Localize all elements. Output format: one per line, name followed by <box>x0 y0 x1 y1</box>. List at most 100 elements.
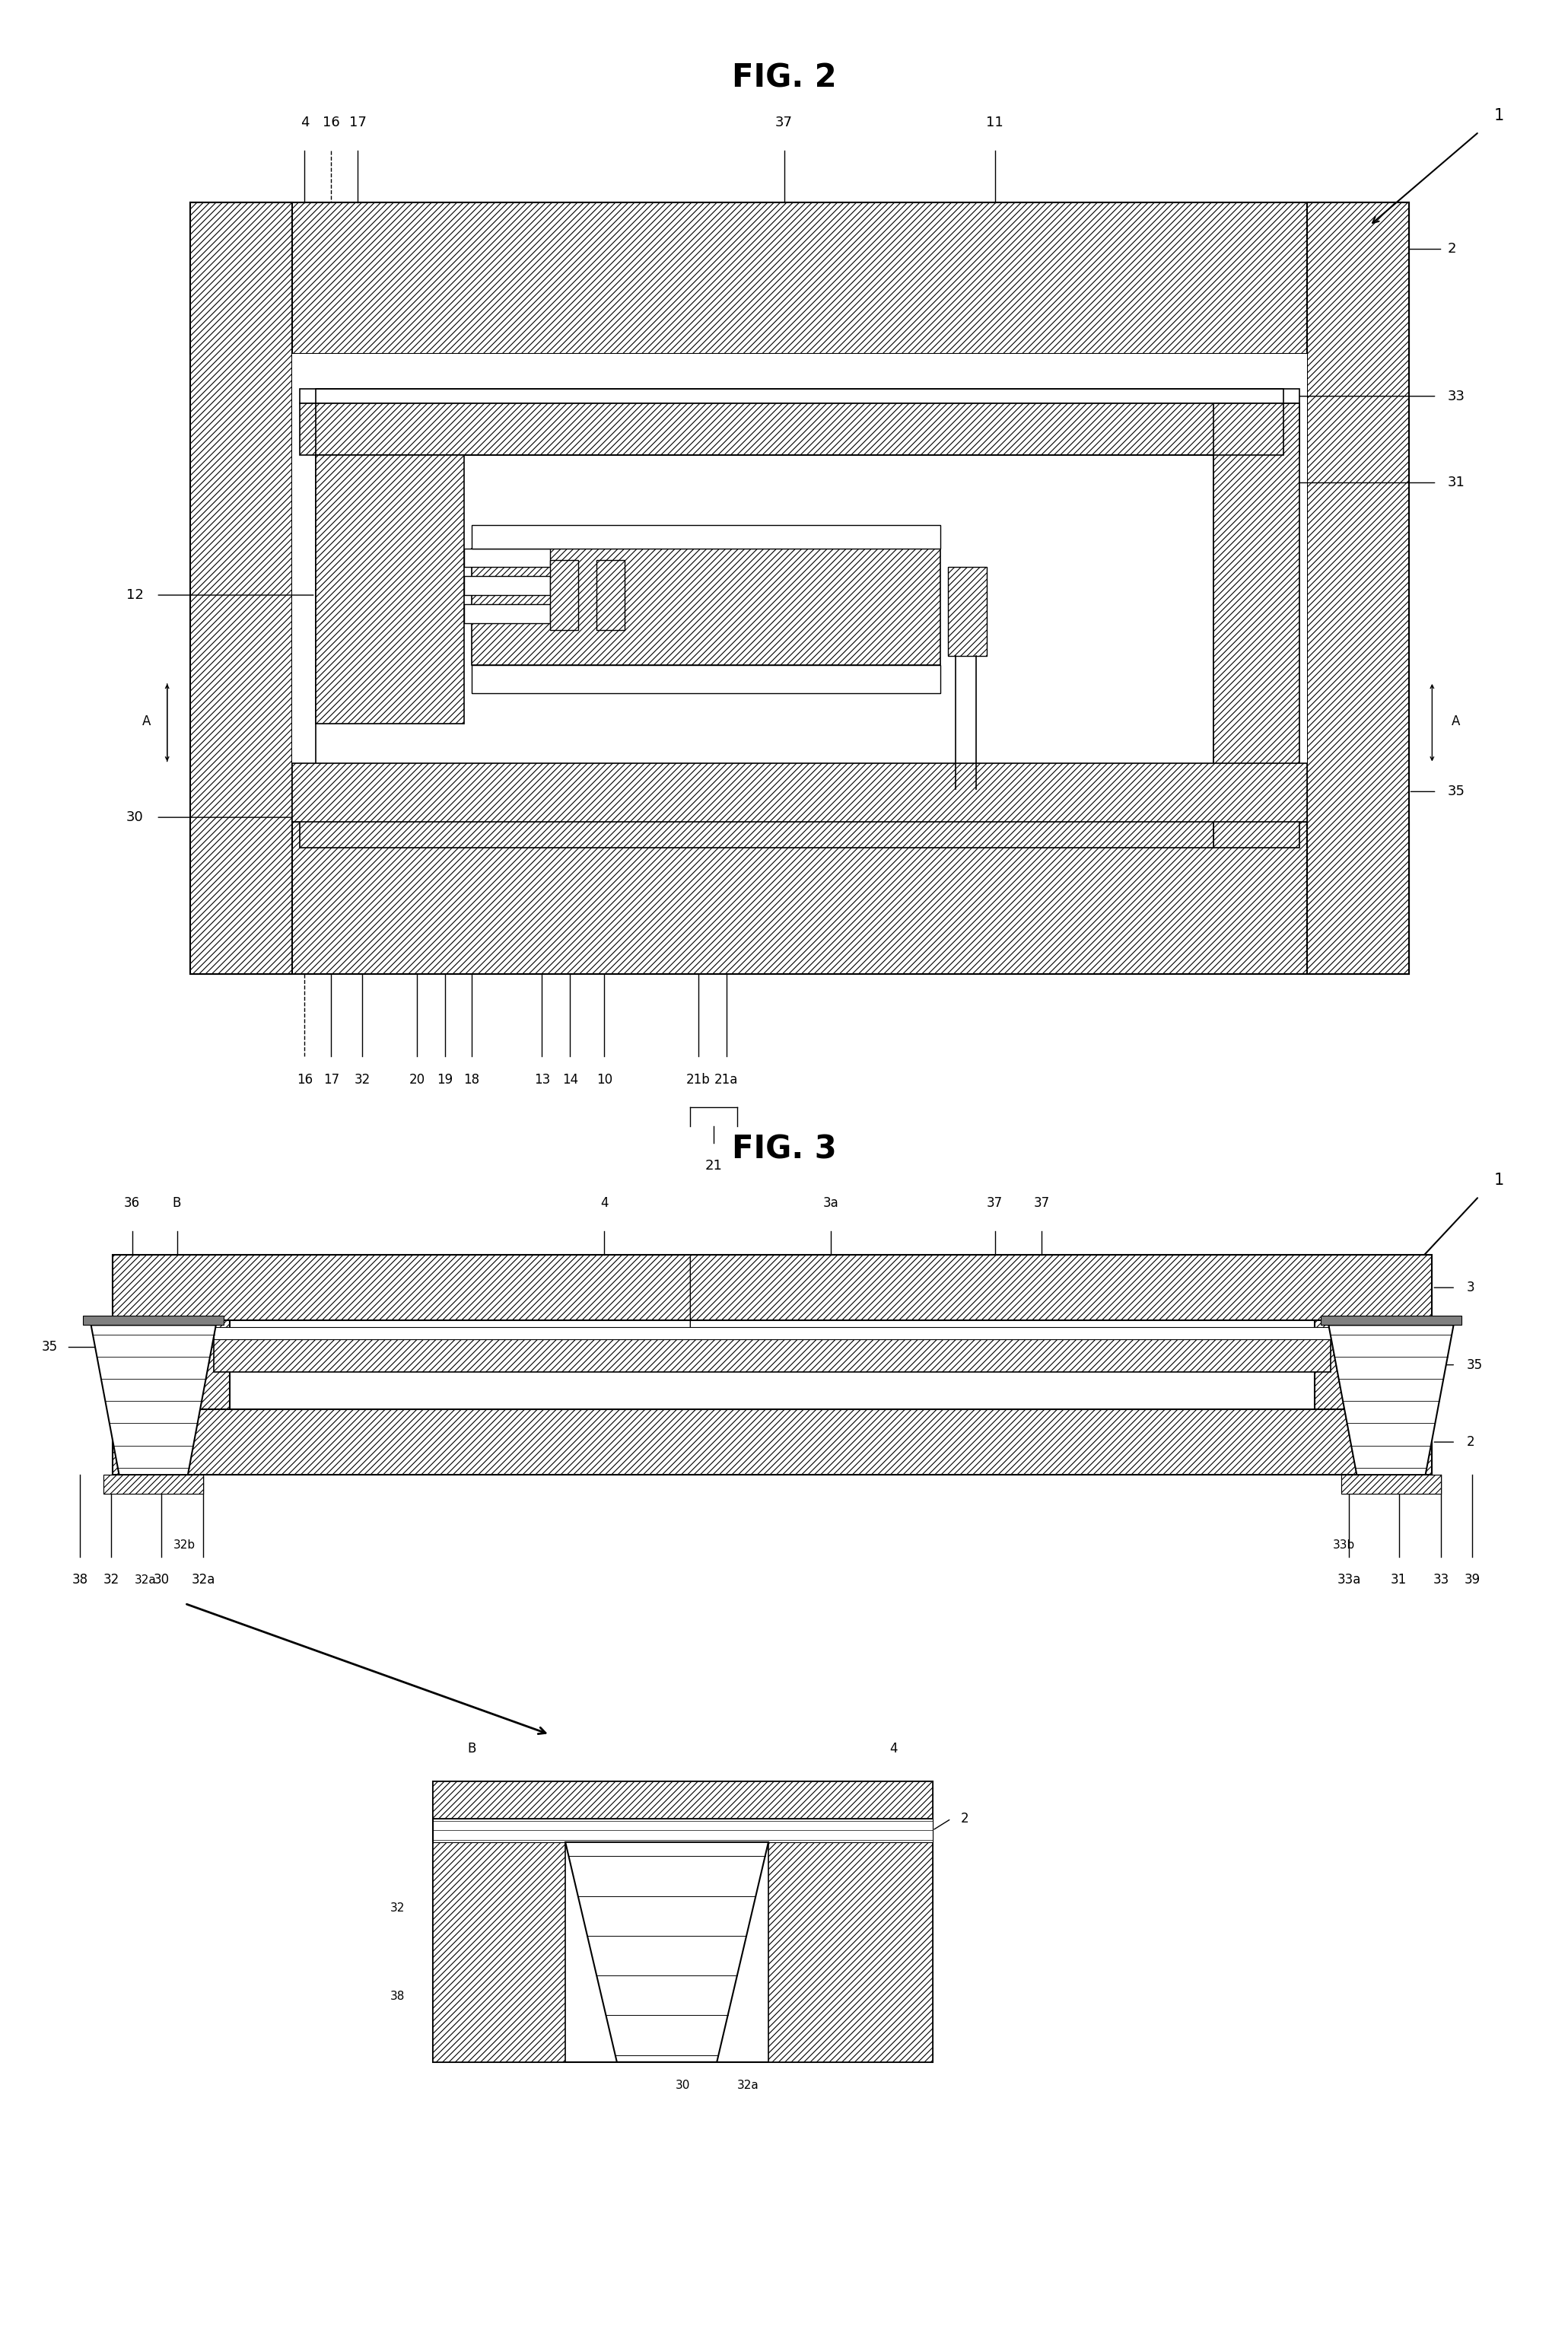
Text: 32a: 32a <box>737 2081 759 2090</box>
Bar <box>1214 404 1300 847</box>
Bar <box>768 1842 933 2062</box>
Bar <box>949 568 986 657</box>
Bar <box>550 561 579 631</box>
Text: A: A <box>1452 716 1460 727</box>
Text: 39: 39 <box>1465 1574 1480 1586</box>
Text: 32: 32 <box>390 1903 405 1914</box>
Bar <box>464 577 550 596</box>
Text: 30: 30 <box>676 2081 690 2090</box>
Text: 32b: 32b <box>765 1884 787 1896</box>
Bar <box>213 1340 1331 1372</box>
Text: 1: 1 <box>1494 1173 1504 1187</box>
Text: 33b: 33b <box>1333 1539 1355 1551</box>
Text: 18: 18 <box>464 1072 480 1086</box>
Text: 32b: 32b <box>174 1539 196 1551</box>
Text: 2: 2 <box>1466 1436 1474 1450</box>
Bar <box>1341 1476 1441 1494</box>
Bar <box>191 202 292 974</box>
Text: 19: 19 <box>437 1072 453 1086</box>
Text: 32a: 32a <box>135 1574 157 1586</box>
Bar <box>103 1476 204 1494</box>
Text: 36: 36 <box>441 1795 455 1806</box>
Text: 17: 17 <box>323 1072 339 1086</box>
Text: 38: 38 <box>390 1989 405 2001</box>
Text: 33: 33 <box>1433 1574 1449 1586</box>
Text: 4: 4 <box>601 1196 608 1211</box>
Text: 17: 17 <box>350 115 367 129</box>
Bar <box>464 605 550 624</box>
Bar <box>213 1328 1331 1340</box>
Text: 21a: 21a <box>715 1072 739 1086</box>
Text: 36: 36 <box>124 1196 140 1211</box>
Text: 37: 37 <box>775 115 793 129</box>
Text: 16: 16 <box>323 115 340 129</box>
Bar <box>191 821 1408 974</box>
Text: 11: 11 <box>986 115 1004 129</box>
Text: 38: 38 <box>72 1574 88 1586</box>
Bar <box>472 666 941 694</box>
Polygon shape <box>1328 1325 1454 1476</box>
Text: 21b: 21b <box>687 1072 710 1086</box>
Text: 32a: 32a <box>191 1574 215 1586</box>
Text: 3a: 3a <box>823 1196 839 1211</box>
Bar <box>315 455 464 725</box>
Bar <box>315 455 1214 840</box>
Polygon shape <box>566 1842 768 2062</box>
Text: 3: 3 <box>1466 1281 1474 1295</box>
Text: 32: 32 <box>103 1574 119 1586</box>
Text: 10: 10 <box>596 1072 613 1086</box>
Text: 21: 21 <box>706 1159 723 1173</box>
Text: 14: 14 <box>561 1072 579 1086</box>
Text: 4: 4 <box>299 115 309 129</box>
Bar <box>433 1818 933 1842</box>
Bar <box>433 1842 566 2062</box>
Text: 35: 35 <box>42 1340 58 1354</box>
Text: A: A <box>143 716 151 727</box>
Text: 4: 4 <box>889 1741 897 1755</box>
Text: 35: 35 <box>1447 786 1465 798</box>
Bar <box>299 389 1300 404</box>
Text: 2: 2 <box>961 1811 969 1825</box>
Bar <box>433 1781 933 2062</box>
Text: 30: 30 <box>154 1574 169 1586</box>
Bar <box>113 1410 1432 1476</box>
Bar <box>1320 1316 1461 1325</box>
Text: 12: 12 <box>127 589 144 603</box>
Bar <box>315 389 1284 455</box>
Text: 35: 35 <box>1466 1358 1482 1372</box>
Bar <box>103 1476 204 1494</box>
Bar <box>113 1321 229 1410</box>
Text: 33a: 33a <box>1338 1574 1361 1586</box>
Text: FIG. 2: FIG. 2 <box>732 61 836 94</box>
Text: 1: 1 <box>1494 108 1504 122</box>
Text: 33: 33 <box>1447 389 1465 404</box>
Bar <box>472 549 941 666</box>
Text: 13: 13 <box>533 1072 550 1086</box>
Bar <box>1308 202 1408 974</box>
Bar <box>299 788 1214 847</box>
Bar <box>596 561 624 631</box>
Bar <box>472 526 941 549</box>
Text: FIG. 3: FIG. 3 <box>732 1133 836 1166</box>
Bar <box>433 1781 933 1818</box>
Text: 32: 32 <box>354 1072 370 1086</box>
Bar <box>83 1316 224 1325</box>
Text: 37: 37 <box>986 1196 1004 1211</box>
Text: B: B <box>172 1196 182 1211</box>
Bar <box>292 354 1308 821</box>
Text: 37: 37 <box>1033 1196 1049 1211</box>
Text: 16: 16 <box>296 1072 312 1086</box>
Text: 20: 20 <box>409 1072 425 1086</box>
Text: 31: 31 <box>1391 1574 1406 1586</box>
Text: 2: 2 <box>1447 242 1457 256</box>
Text: 31: 31 <box>1447 476 1465 490</box>
Bar <box>191 202 1408 354</box>
Bar <box>464 549 550 568</box>
Bar <box>113 1255 1432 1321</box>
Polygon shape <box>91 1325 216 1476</box>
Bar <box>1341 1476 1441 1494</box>
Text: B: B <box>467 1741 477 1755</box>
Text: 30: 30 <box>127 809 144 823</box>
Bar <box>299 404 1300 455</box>
Bar <box>1316 1321 1432 1410</box>
